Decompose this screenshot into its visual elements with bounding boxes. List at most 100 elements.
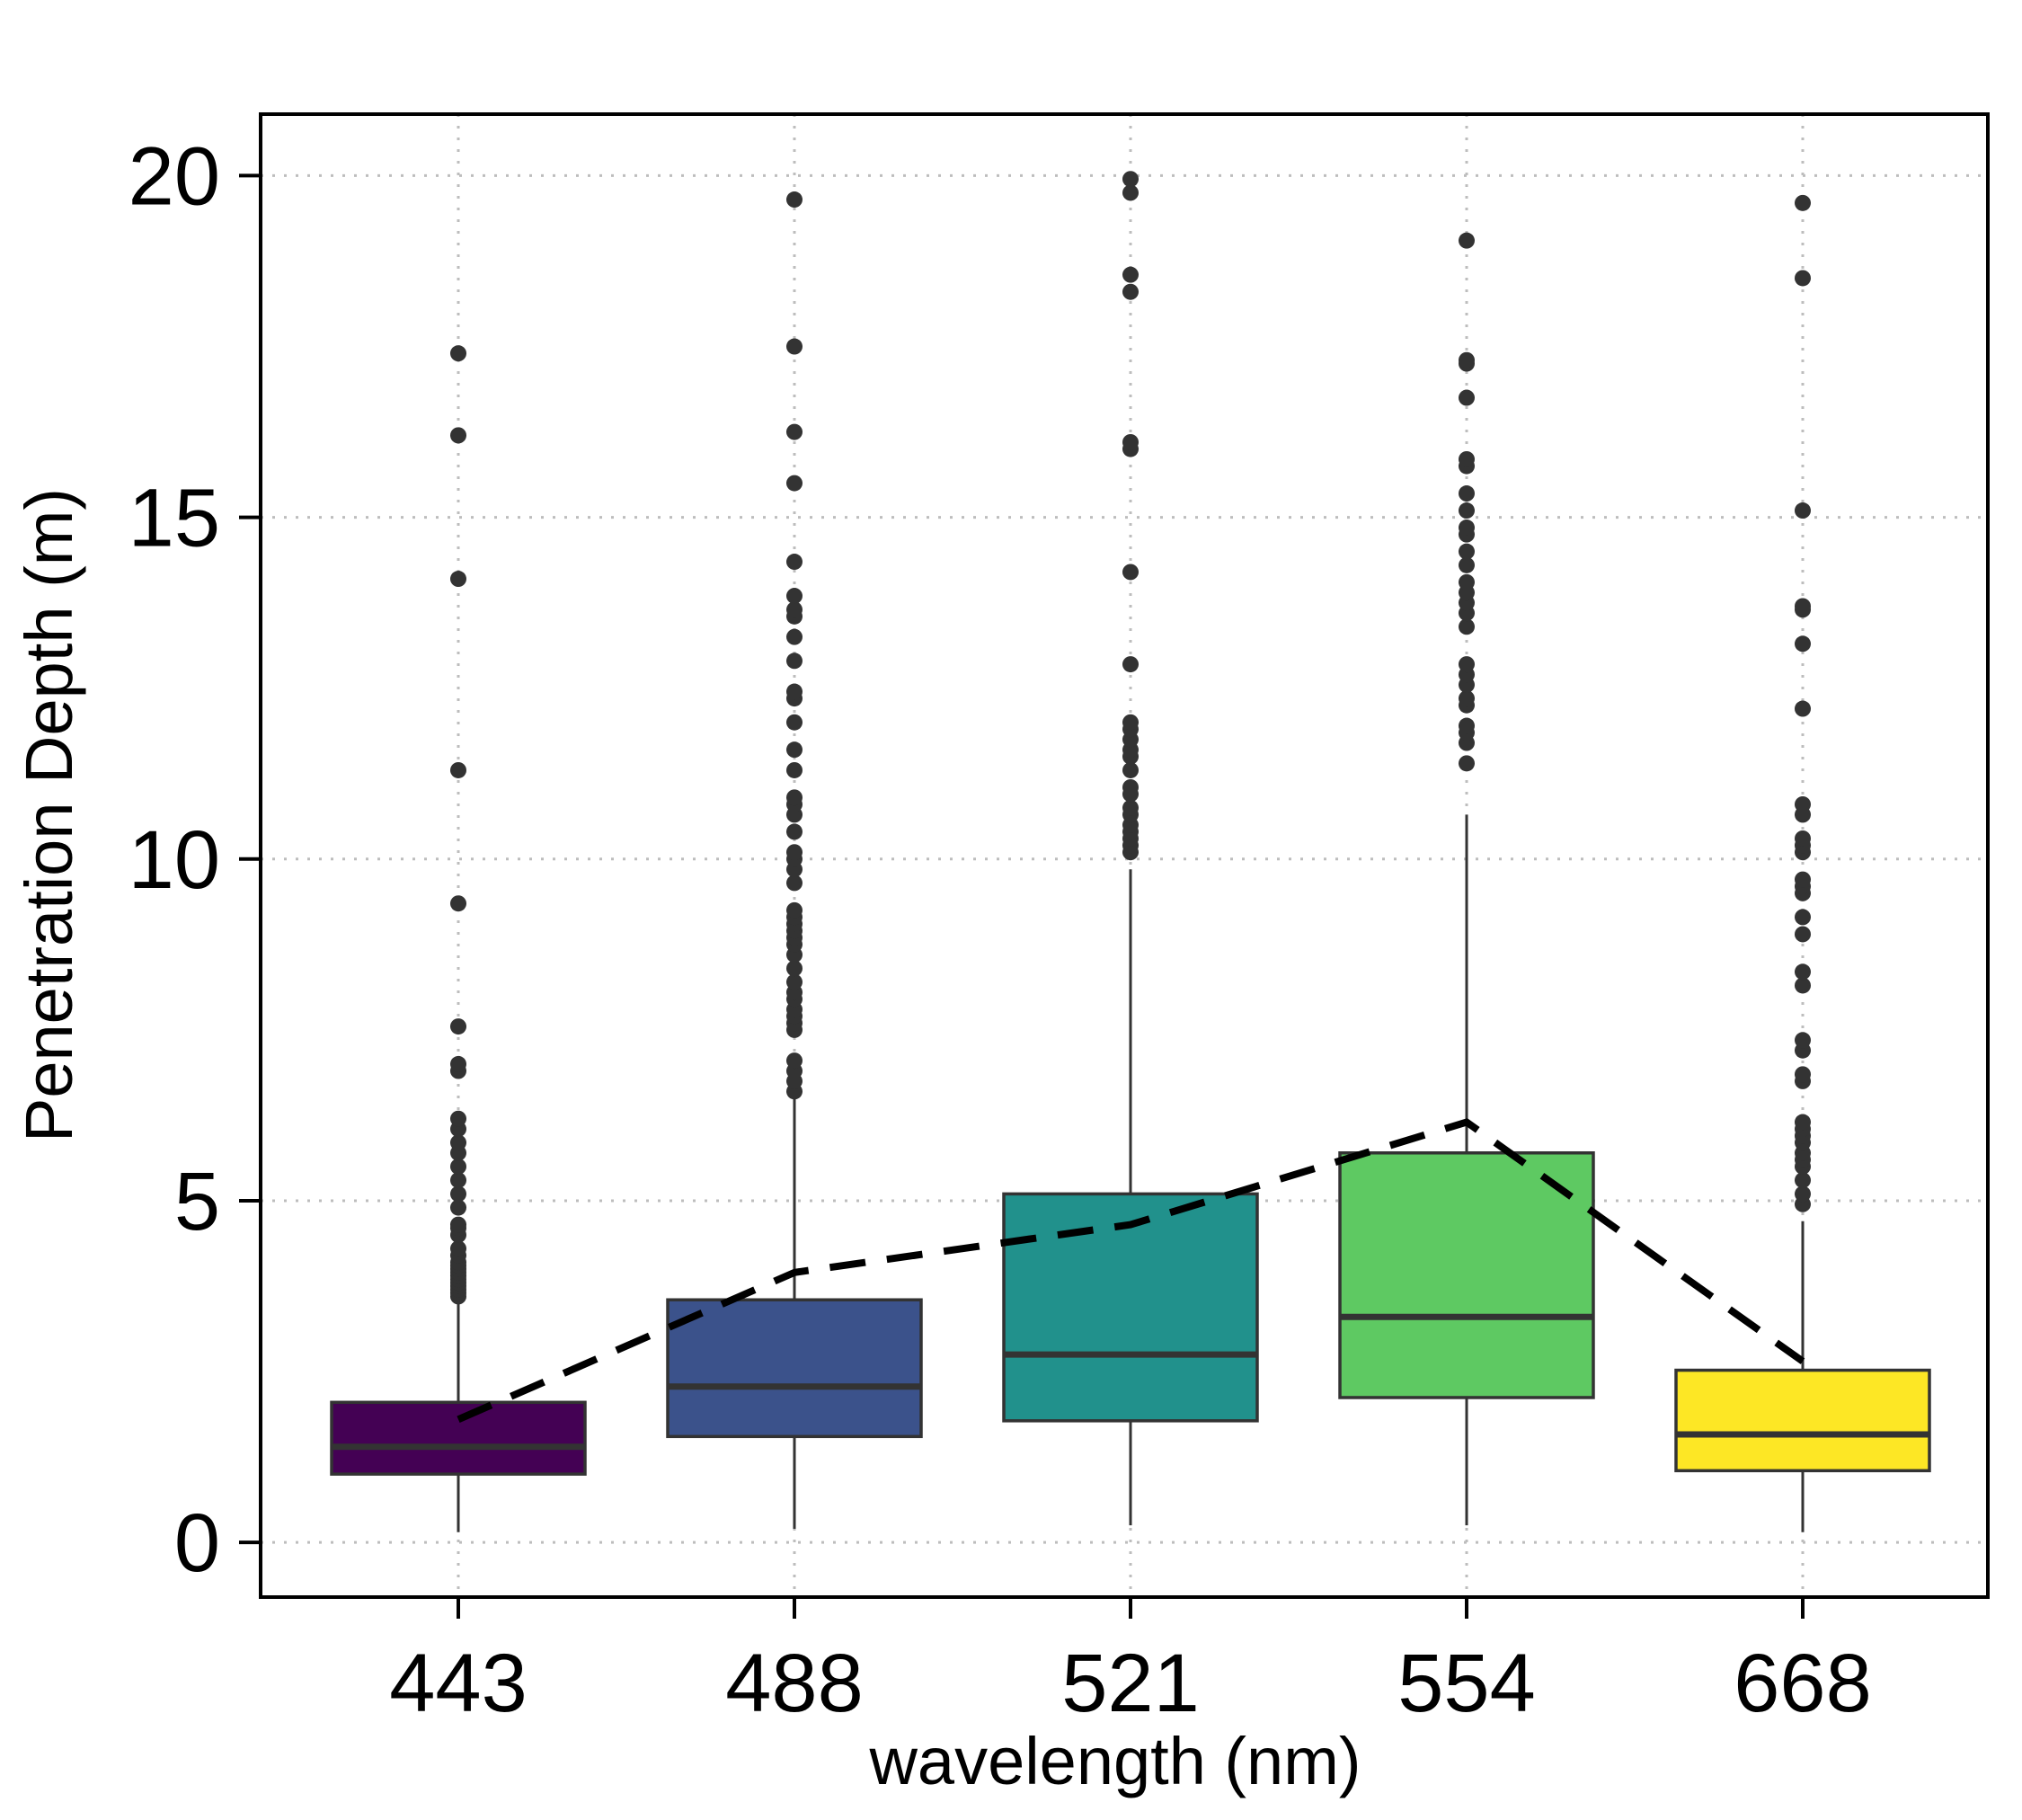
outlier-points — [450, 171, 1811, 1305]
x-tick-label: 668 — [1734, 1638, 1872, 1729]
y-tick-label: 0 — [174, 1497, 220, 1589]
box-554 — [1338, 1151, 1595, 1399]
outlier-point — [1122, 171, 1139, 188]
outlier-point — [1122, 799, 1139, 816]
outlier-point — [1795, 635, 1811, 653]
x-tick-label: 521 — [1061, 1638, 1200, 1729]
y-tick-label: 20 — [129, 130, 220, 222]
outlier-point — [1459, 618, 1475, 635]
outlier-point — [786, 601, 803, 618]
outlier-point — [786, 683, 803, 700]
outlier-point — [786, 554, 803, 571]
mean-dashed-line — [457, 1118, 1805, 1423]
outlier-point — [1459, 450, 1475, 467]
x-axis-ticks: 443 488 521 554 668 — [389, 1597, 1872, 1729]
outlier-point — [786, 653, 803, 670]
outlier-point — [1795, 871, 1811, 888]
outlier-point — [1795, 795, 1811, 812]
outlier-point — [786, 844, 803, 861]
outlier-point — [1795, 700, 1811, 717]
outlier-point — [1459, 502, 1475, 519]
outlier-point — [450, 761, 466, 778]
x-tick-label: 488 — [725, 1638, 864, 1729]
outlier-point — [1795, 1172, 1811, 1189]
outlier-point — [1122, 266, 1139, 283]
outlier-point — [1122, 656, 1139, 673]
outlier-point — [1122, 564, 1139, 581]
y-tick-label: 10 — [129, 814, 220, 906]
outlier-point — [786, 338, 803, 355]
outlier-point — [786, 761, 803, 778]
outlier-point — [786, 874, 803, 892]
x-tick-label: 554 — [1397, 1638, 1536, 1729]
outlier-point — [786, 823, 803, 840]
outlier-point — [1795, 963, 1811, 981]
outlier-point — [786, 628, 803, 645]
outlier-point — [1795, 598, 1811, 615]
outlier-point — [1459, 543, 1475, 560]
outlier-point — [786, 423, 803, 440]
outlier-point — [1459, 232, 1475, 249]
y-axis-ticks: 0 5 10 15 20 — [129, 130, 261, 1589]
outlier-point — [786, 789, 803, 806]
outlier-point — [450, 1158, 466, 1175]
outlier-point — [1795, 270, 1811, 287]
y-tick-label: 5 — [174, 1156, 220, 1247]
outlier-point — [1795, 1185, 1811, 1203]
outlier-point — [786, 1052, 803, 1070]
outlier-point — [786, 475, 803, 492]
outlier-point — [786, 960, 803, 977]
outlier-point — [450, 427, 466, 444]
outlier-point — [786, 973, 803, 990]
outlier-point — [1795, 1066, 1811, 1083]
outlier-point — [1459, 690, 1475, 707]
outlier-point — [450, 345, 466, 362]
outlier-point — [786, 714, 803, 731]
outlier-point — [1795, 909, 1811, 926]
outlier-point — [786, 901, 803, 919]
plot-frame — [259, 112, 1990, 1599]
outlier-point — [1122, 283, 1139, 300]
outlier-point — [450, 1110, 466, 1127]
outlier-point — [450, 1240, 466, 1257]
box-plots — [330, 814, 1931, 1532]
outlier-point — [1795, 194, 1811, 211]
outlier-point — [450, 1134, 466, 1151]
outlier-point — [1459, 485, 1475, 502]
outlier-point — [1795, 1114, 1811, 1131]
outlier-point — [1459, 519, 1475, 537]
outlier-point — [450, 1185, 466, 1203]
outlier-point — [1459, 717, 1475, 734]
outlier-point — [786, 191, 803, 209]
outlier-point — [1459, 556, 1475, 573]
outlier-point — [1795, 830, 1811, 847]
box-488 — [666, 1298, 923, 1439]
box-668 — [1674, 1368, 1931, 1473]
outlier-point — [1459, 351, 1475, 368]
y-axis-label: Penetration Depth (m) — [12, 488, 86, 1142]
outlier-point — [450, 1216, 466, 1233]
outlier-point — [786, 741, 803, 759]
outlier-point — [450, 571, 466, 588]
outlier-point — [1459, 656, 1475, 673]
x-axis-label: wavelength (nm) — [868, 1724, 1361, 1798]
outlier-point — [450, 1055, 466, 1072]
outlier-point — [1122, 778, 1139, 795]
outlier-point — [1122, 714, 1139, 731]
outlier-point — [450, 895, 466, 912]
y-tick-label: 15 — [129, 473, 220, 564]
outlier-point — [1795, 926, 1811, 943]
outlier-point — [1459, 573, 1475, 590]
outlier-point — [1122, 184, 1139, 201]
outlier-point — [1122, 433, 1139, 450]
outlier-point — [450, 1199, 466, 1216]
outlier-point — [1459, 389, 1475, 406]
box-443 — [330, 1400, 587, 1476]
outlier-point — [1122, 761, 1139, 778]
outlier-point — [1795, 977, 1811, 994]
outlier-point — [450, 1018, 466, 1035]
outlier-point — [1459, 755, 1475, 772]
box-521 — [1002, 1192, 1259, 1423]
outlier-point — [1795, 1032, 1811, 1049]
